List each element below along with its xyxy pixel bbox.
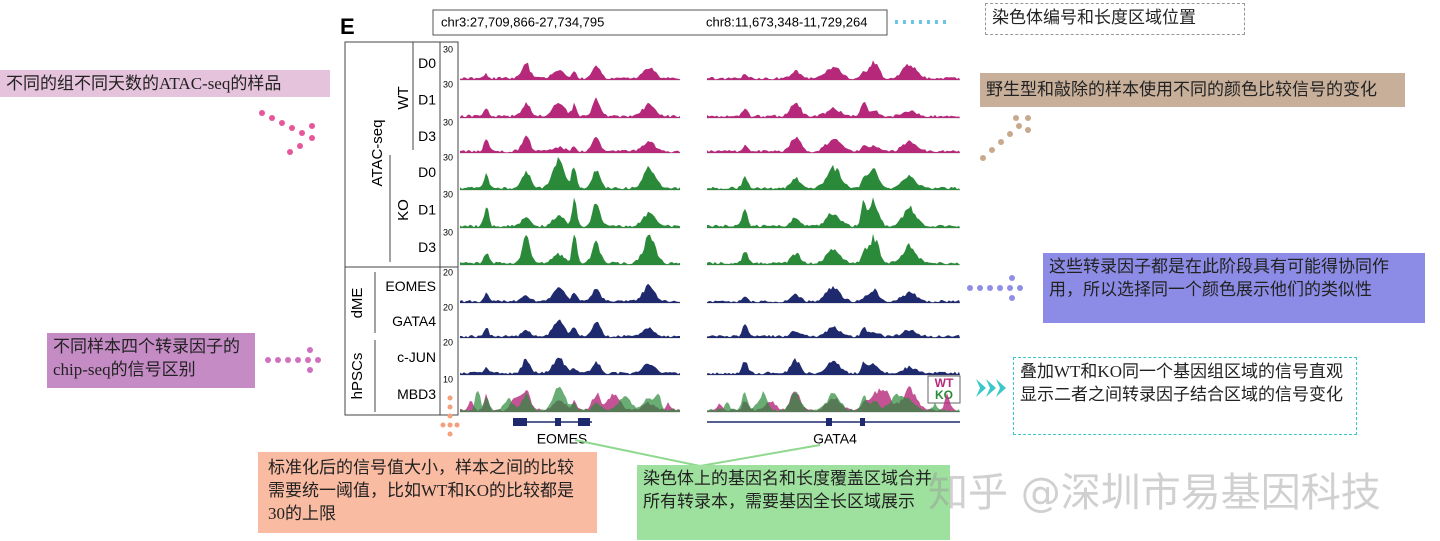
- signal: [707, 197, 960, 228]
- coordinate-left: chr3:27,709,866-27,734,795: [441, 14, 604, 29]
- track-label: D3: [418, 128, 436, 144]
- panel-label: E: [340, 14, 355, 39]
- signal: [460, 357, 680, 375]
- track-label: D3: [418, 239, 436, 255]
- signal: [460, 234, 680, 265]
- signal: [707, 358, 960, 375]
- signal: [460, 97, 680, 118]
- exon: [555, 418, 561, 426]
- signal: [460, 197, 680, 228]
- watermark: 知乎 @深圳市易基因科技: [928, 470, 1381, 516]
- coordinate-box: [432, 9, 888, 36]
- track-scale: 30: [443, 152, 453, 162]
- connector: [574, 439, 701, 467]
- arrow: [265, 347, 321, 373]
- annotation: 这些转录因子都是在此阶段具有可能得协同作用，所以选择同一个颜色展示他们的类似性: [1043, 253, 1425, 323]
- track-scale: 30: [443, 79, 453, 89]
- signal: [707, 391, 960, 412]
- track-label: D1: [418, 202, 436, 218]
- signal: [707, 233, 960, 265]
- signal: [460, 386, 680, 412]
- arrow: [980, 115, 1031, 161]
- track-scale: 30: [443, 44, 453, 54]
- track-scale: 20: [443, 267, 453, 277]
- track-scale: 30: [443, 117, 453, 127]
- legend-ko: KO: [935, 388, 953, 402]
- exon: [826, 418, 832, 426]
- annotation: 染色体上的基因名和长度覆盖区域合并所有转录本，需要基因全长区域展示: [637, 465, 950, 540]
- annotation: 染色体编号和长度区域位置: [985, 3, 1245, 35]
- arrow: [440, 395, 460, 437]
- signal: [460, 62, 680, 80]
- gene-name: GATA4: [813, 431, 857, 447]
- group-label: WT: [395, 86, 412, 109]
- annotation: 叠加WT和KO同一个基因组区域的信号直观显示二者之间转录因子结合区域的信号变化: [1013, 357, 1357, 435]
- signal: [707, 164, 960, 190]
- overlay-legend: [927, 375, 961, 404]
- coordinate-right: chr8:11,673,348-11,729,264: [706, 14, 867, 29]
- track-label: EOMES: [385, 278, 436, 294]
- group-label: KO: [395, 199, 412, 221]
- signal: [460, 283, 680, 303]
- exon: [578, 418, 590, 426]
- connector: [699, 444, 821, 467]
- legend-wt: WT: [935, 376, 954, 390]
- track-label: c-JUN: [397, 349, 436, 365]
- signal: [460, 135, 680, 153]
- track-label: D0: [418, 55, 436, 71]
- exon: [513, 418, 527, 426]
- track-scale: 30: [443, 227, 453, 237]
- track-label: MBD3: [397, 386, 436, 402]
- signal: [707, 286, 960, 303]
- track-scale: 20: [443, 337, 453, 347]
- signal: [460, 319, 680, 338]
- signal: [707, 101, 960, 118]
- track-scale: 30: [443, 189, 453, 199]
- arrow: [976, 379, 1006, 397]
- signal: [707, 60, 960, 80]
- annotation: 不同的组不同天数的ATAC-seq的样品: [0, 70, 330, 97]
- annotation: 不同样本四个转录因子的chip-seq的信号区别: [47, 333, 255, 388]
- track-label: D0: [418, 164, 436, 180]
- signal: [460, 157, 680, 190]
- gene-name: EOMES: [537, 431, 588, 447]
- signal: [707, 323, 960, 338]
- group-label: hPSCs: [349, 353, 366, 400]
- signal: [707, 136, 960, 153]
- track-label: GATA4: [392, 313, 436, 329]
- arrow: [967, 275, 1023, 301]
- exon: [860, 418, 865, 426]
- annotation: 标准化后的信号值大小，样本之间的比较需要统一阈值，比如WT和KO的比较都是30的…: [258, 452, 597, 533]
- group-label: dME: [349, 288, 366, 319]
- track-label: D1: [418, 92, 436, 108]
- track-scale: 10: [443, 374, 453, 384]
- annotation: 野生型和敲除的样本使用不同的颜色比较信号的变化: [980, 73, 1405, 107]
- track-scale: 20: [443, 302, 453, 312]
- group-label: ATAC-seq: [369, 120, 386, 187]
- arrow: [259, 110, 315, 155]
